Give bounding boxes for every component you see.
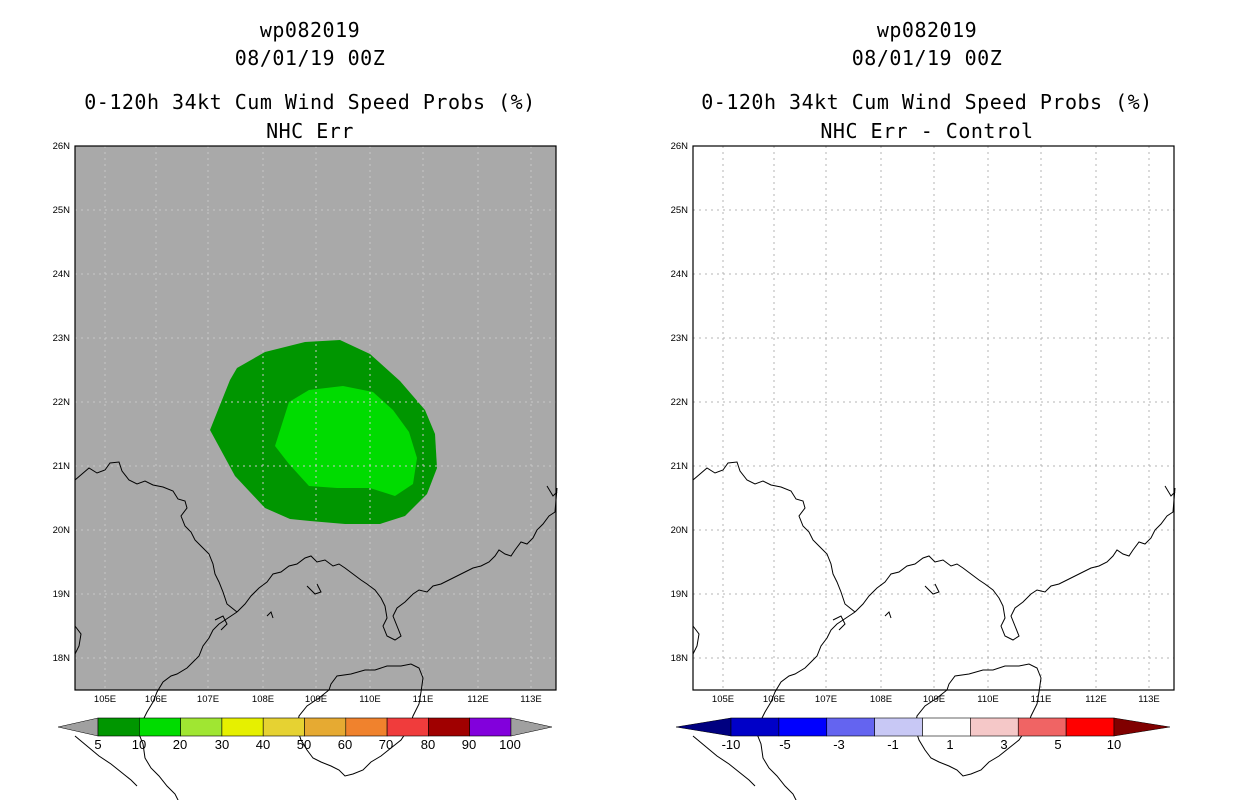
right-lat-label: 25N bbox=[670, 205, 688, 216]
left-colorbar-label: 60 bbox=[337, 737, 353, 752]
left-lat-label: 24N bbox=[52, 269, 70, 280]
left-colorbar-label: 50 bbox=[296, 737, 312, 752]
left-lon-label: 106E bbox=[144, 694, 168, 705]
right-colorbar-label: -3 bbox=[833, 737, 845, 752]
left-lon-label: 107E bbox=[196, 694, 220, 705]
right-title-product: 0-120h 34kt Cum Wind Speed Probs (%) bbox=[701, 90, 1153, 114]
right-lat-label: 18N bbox=[670, 653, 688, 664]
left-colorbar-cell bbox=[469, 717, 512, 737]
left-colorbar-high-arrow bbox=[510, 717, 553, 737]
right-colorbar-label: 10 bbox=[1106, 737, 1122, 752]
left-prob-contour-10 bbox=[275, 386, 417, 496]
right-title-time: 08/01/19 00Z bbox=[851, 46, 1003, 70]
right-colorbar-high-arrow bbox=[1113, 717, 1171, 737]
left-lon-label: 113E bbox=[520, 694, 542, 705]
right-colorbar-cell bbox=[1017, 717, 1067, 737]
left-colorbar-label: 90 bbox=[461, 737, 477, 752]
left-colorbar-cell bbox=[304, 717, 347, 737]
right-colorbar-label: -1 bbox=[887, 737, 899, 752]
left-lat-label: 23N bbox=[52, 333, 70, 344]
right-colorbar-label: 1 bbox=[946, 737, 954, 752]
right-title-storm: wp082019 bbox=[876, 18, 978, 42]
left-lat-label: 26N bbox=[52, 141, 70, 152]
left-title-subtitle: NHC Err bbox=[266, 119, 354, 143]
right-colorbar-cell bbox=[922, 717, 971, 737]
left-lon-label: 112E bbox=[467, 694, 489, 705]
left-colorbar-cell bbox=[221, 717, 264, 737]
left-colorbar-label: 80 bbox=[420, 737, 436, 752]
left-lat-label: 19N bbox=[52, 589, 70, 600]
right-colorbar-label: -10 bbox=[721, 737, 741, 752]
right-lon-label: 113E bbox=[1138, 694, 1160, 705]
left-map-frame bbox=[74, 145, 557, 691]
left-colorbar-cell bbox=[97, 717, 140, 737]
right-colorbar-cell bbox=[874, 717, 923, 737]
left-colorbar bbox=[57, 717, 553, 737]
right-lat-label: 26N bbox=[670, 141, 688, 152]
left-lon-label: 110E bbox=[359, 694, 381, 705]
left-lat-label: 21N bbox=[52, 461, 70, 472]
right-colorbar-cell bbox=[730, 717, 780, 737]
right-colorbar-cell bbox=[1065, 717, 1115, 737]
right-lat-label: 23N bbox=[670, 333, 688, 344]
left-lon-label: 108E bbox=[251, 694, 275, 705]
right-lat-label: 24N bbox=[670, 269, 688, 280]
left-colorbar-label: 5 bbox=[94, 737, 102, 752]
left-title-storm: wp082019 bbox=[259, 18, 361, 42]
left-colorbar-label: 10 bbox=[131, 737, 147, 752]
left-lon-label: 111E bbox=[412, 694, 434, 705]
right-colorbar-label: 5 bbox=[1054, 737, 1062, 752]
left-colorbar-cell bbox=[262, 717, 305, 737]
left-colorbar-cell bbox=[386, 717, 429, 737]
right-map-frame bbox=[692, 145, 1175, 691]
right-lon-label: 112E bbox=[1085, 694, 1107, 705]
left-colorbar-label: 70 bbox=[378, 737, 394, 752]
left-colorbar-cell bbox=[345, 717, 388, 737]
left-lat-label: 22N bbox=[52, 397, 70, 408]
right-colorbar-label: -5 bbox=[779, 737, 791, 752]
left-colorbar-label: 30 bbox=[214, 737, 230, 752]
right-colorbar-cell bbox=[826, 717, 875, 737]
left-colorbar-cell bbox=[180, 717, 223, 737]
left-lat-label: 18N bbox=[52, 653, 70, 664]
right-lon-label: 110E bbox=[977, 694, 999, 705]
right-lon-label: 105E bbox=[711, 694, 735, 705]
left-lat-label: 25N bbox=[52, 205, 70, 216]
right-colorbar-cell bbox=[778, 717, 828, 737]
right-lon-label: 108E bbox=[869, 694, 893, 705]
right-colorbar-label: 3 bbox=[1000, 737, 1008, 752]
right-lon-label: 109E bbox=[922, 694, 946, 705]
left-colorbar-low-arrow bbox=[57, 717, 99, 737]
left-colorbar-label: 40 bbox=[255, 737, 271, 752]
right-lat-label: 22N bbox=[670, 397, 688, 408]
right-lon-label: 111E bbox=[1030, 694, 1052, 705]
right-lat-label: 20N bbox=[670, 525, 688, 536]
right-lat-label: 19N bbox=[670, 589, 688, 600]
right-lat-label: 21N bbox=[670, 461, 688, 472]
right-title-subtitle: NHC Err - Control bbox=[820, 119, 1034, 143]
left-lat-label: 20N bbox=[52, 525, 70, 536]
right-lon-label: 107E bbox=[814, 694, 838, 705]
right-map bbox=[692, 145, 1176, 800]
left-title-product: 0-120h 34kt Cum Wind Speed Probs (%) bbox=[84, 90, 536, 114]
right-colorbar-cell bbox=[970, 717, 1019, 737]
left-colorbar-cell bbox=[428, 717, 470, 737]
left-colorbar-cell bbox=[139, 717, 181, 737]
left-title-time: 08/01/19 00Z bbox=[234, 46, 386, 70]
left-colorbar-label: 100 bbox=[499, 737, 521, 752]
left-lon-label: 109E bbox=[304, 694, 328, 705]
left-lon-label: 105E bbox=[93, 694, 117, 705]
left-colorbar-label: 20 bbox=[172, 737, 188, 752]
right-colorbar-low-arrow bbox=[675, 717, 732, 737]
right-lon-label: 106E bbox=[762, 694, 786, 705]
right-colorbar bbox=[675, 717, 1171, 737]
left-map bbox=[74, 145, 558, 800]
